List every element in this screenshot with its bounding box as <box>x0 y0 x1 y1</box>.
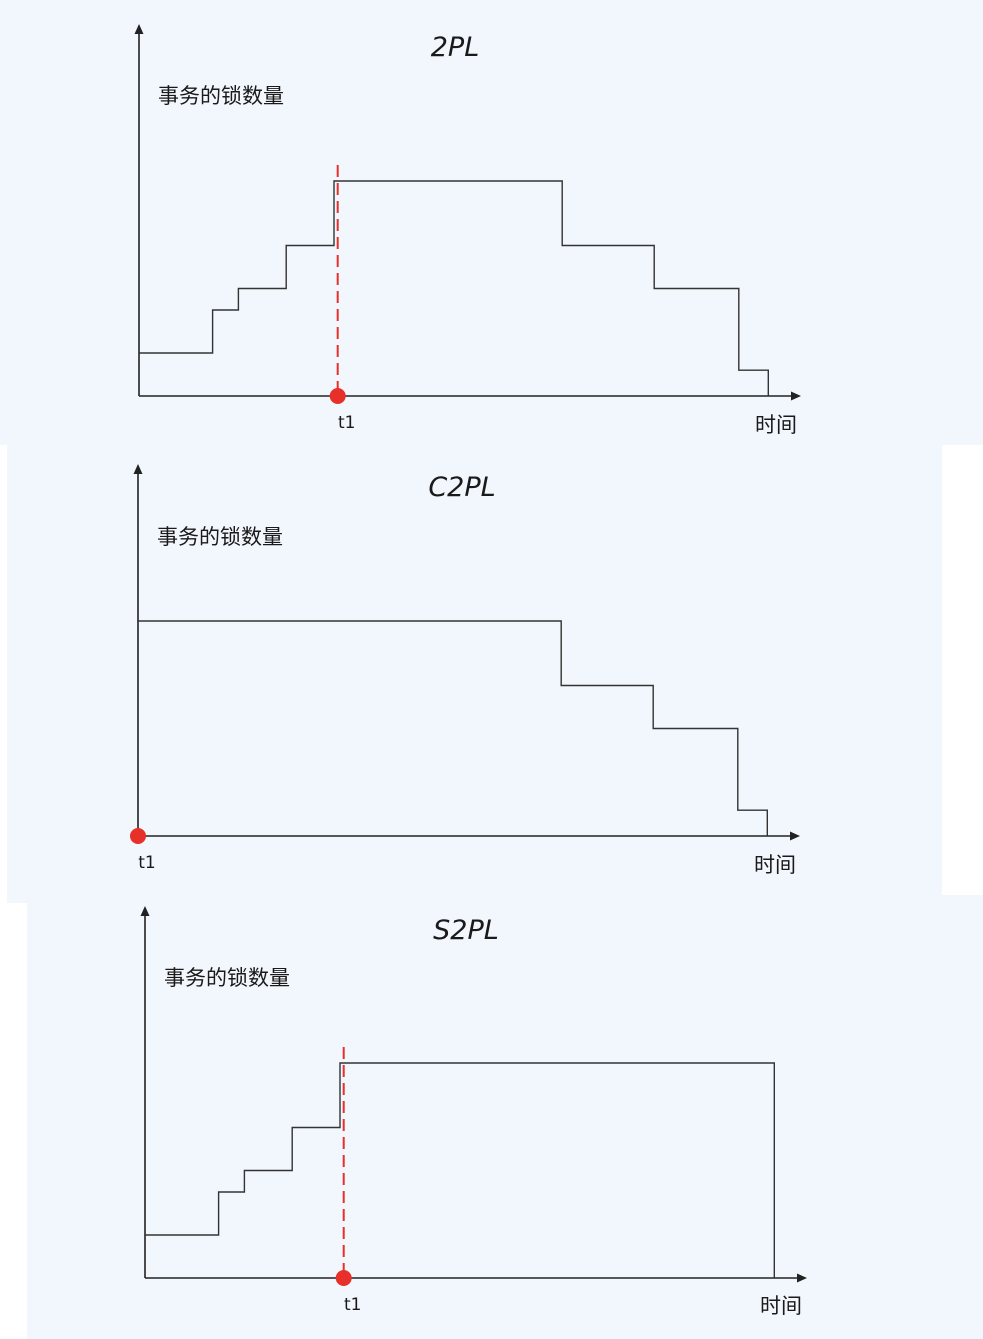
panel-title: S2PL <box>433 915 499 946</box>
panel-svg: 2PL 事务的锁数量 t1 时间 <box>134 24 801 437</box>
lock-count-step-line <box>145 1062 775 1278</box>
diagram-panel-s2pl: S2PL 事务的锁数量 t1 时间 <box>27 895 983 1339</box>
panel-title: 2PL <box>431 32 480 63</box>
x-axis-arrow-icon <box>790 831 800 841</box>
diagram-panel-2pl: 2PL 事务的锁数量 t1 时间 <box>0 0 983 445</box>
y-axis-label: 事务的锁数量 <box>157 525 283 549</box>
t1-marker-dot <box>335 1270 352 1286</box>
lock-count-step-line <box>138 620 768 836</box>
x-axis-label: 时间 <box>760 1294 802 1318</box>
x-axis-label: 时间 <box>755 413 797 437</box>
panel-svg: S2PL 事务的锁数量 t1 时间 <box>140 906 807 1318</box>
y-axis-label: 事务的锁数量 <box>164 966 290 990</box>
t1-marker-dot <box>130 828 146 844</box>
lock-count-step-line <box>139 180 769 396</box>
y-axis-label: 事务的锁数量 <box>158 84 284 108</box>
x-axis-label: 时间 <box>754 853 796 877</box>
panel-title: C2PL <box>428 472 495 503</box>
panel-svg: C2PL 事务的锁数量 t1 时间 <box>130 464 800 877</box>
t1-label: t1 <box>338 413 355 433</box>
x-axis-arrow-icon <box>797 1273 807 1283</box>
t1-label: t1 <box>138 853 155 873</box>
y-axis-arrow-icon <box>133 464 143 474</box>
y-axis-arrow-icon <box>140 906 150 916</box>
diagram-panel-c2pl: C2PL 事务的锁数量 t1 时间 <box>7 445 942 903</box>
t1-marker-dot <box>329 388 346 404</box>
t1-label: t1 <box>344 1295 361 1315</box>
y-axis-arrow-icon <box>134 24 144 34</box>
x-axis-arrow-icon <box>791 391 801 401</box>
